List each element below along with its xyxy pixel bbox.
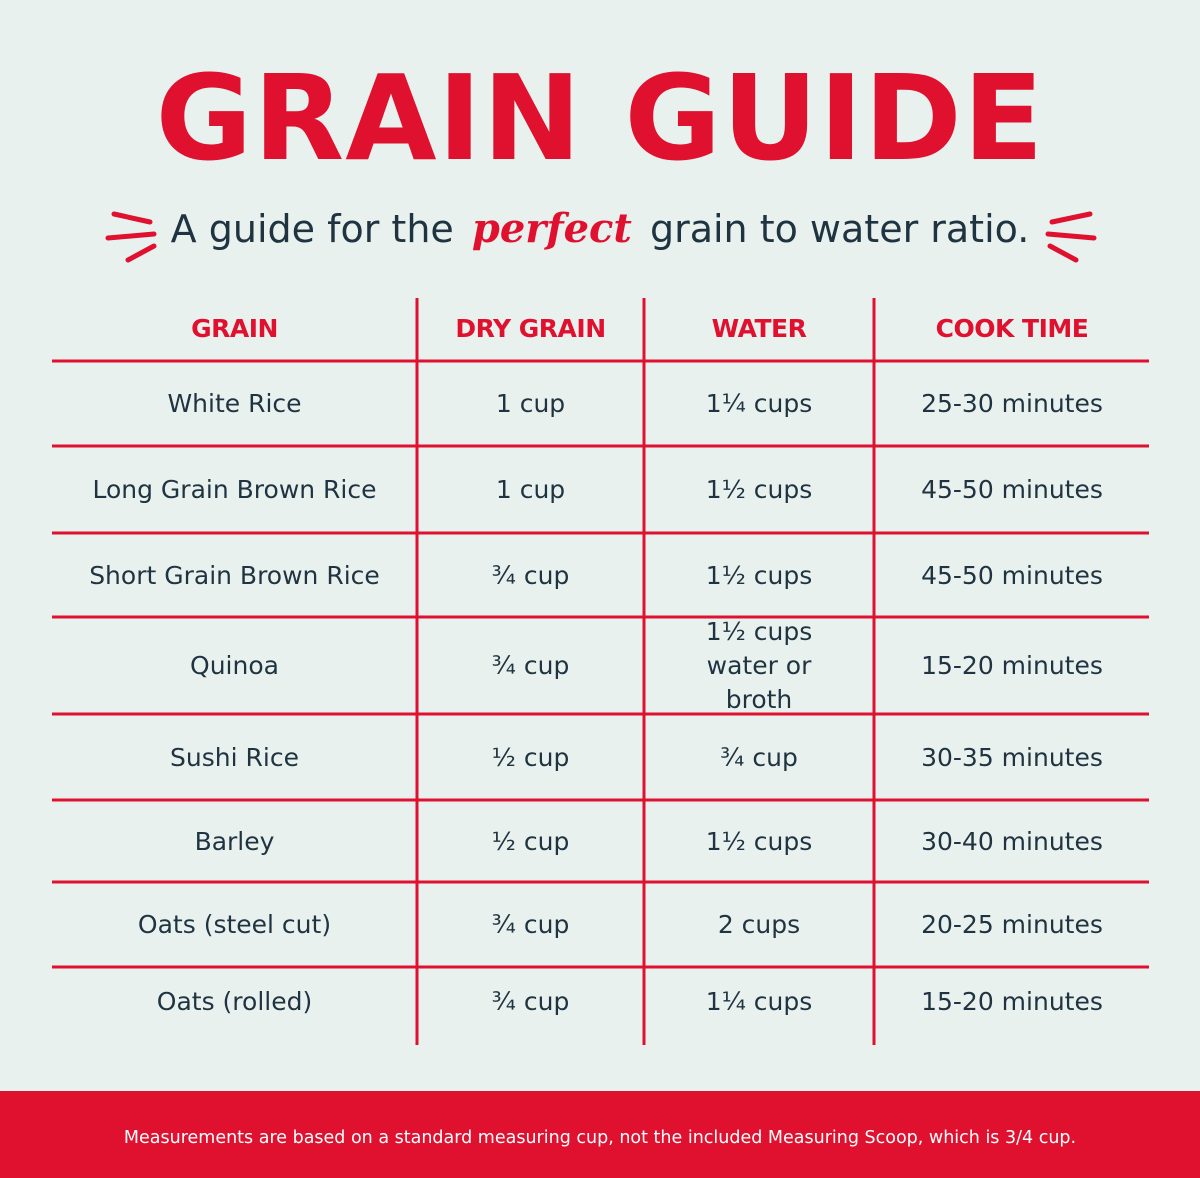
cell-water: 1½ cups: [705, 826, 813, 856]
cell-dry-grain: ¾ cup: [491, 910, 570, 939]
cell-water: 1¼ cups: [705, 389, 813, 418]
cell-grain: Quinoa: [190, 651, 279, 680]
cell-dry-grain: 1 cup: [495, 475, 566, 504]
cell-grain: Short Grain Brown Rice: [89, 561, 380, 590]
subtitle-after: grain to water ratio.: [649, 207, 1030, 251]
column-header-cook-time: COOK TIME: [935, 314, 1089, 343]
cell-cook-time: 30-40 minutes: [921, 826, 1103, 856]
cell-water: ¾ cup: [720, 743, 798, 772]
cell-cook-time: 15-20 minutes: [921, 987, 1103, 1016]
cell-dry-grain: ¾ cup: [491, 651, 570, 680]
column-header-grain: GRAIN: [191, 314, 278, 343]
cell-cook-time: 45-50 minutes: [921, 475, 1103, 504]
cell-water: 1½ cups: [705, 475, 813, 504]
footer-note: Measurements are based on a standard mea…: [123, 1127, 1077, 1148]
cell-grain: White Rice: [167, 389, 302, 418]
cell-grain: Long Grain Brown Rice: [92, 475, 377, 504]
left-burst-decoration: [105, 211, 157, 263]
cell-dry-grain: ¾ cup: [491, 561, 570, 590]
subtitle: A guide for the perfect grain to water r…: [0, 196, 1200, 266]
cell-grain: Sushi Rice: [170, 743, 299, 772]
cell-grain: Barley: [194, 826, 275, 856]
cell-water: 2 cups: [717, 910, 801, 939]
cell-cook-time: 25-30 minutes: [921, 389, 1103, 418]
cell-water: 1½ cups: [705, 561, 813, 590]
column-header-water: WATER: [711, 314, 807, 343]
cell-cook-time: 20-25 minutes: [921, 910, 1103, 939]
subtitle-before: A guide for the: [170, 207, 454, 251]
page-title: GRAIN GUIDE: [155, 49, 1045, 187]
cell-cook-time: 45-50 minutes: [921, 561, 1103, 590]
cell-water: 1¼ cups: [705, 987, 813, 1016]
cell-grain: Oats (rolled): [156, 987, 313, 1016]
cell-water: 1½ cups water or broth: [705, 617, 813, 714]
cell-dry-grain: ½ cup: [491, 743, 570, 772]
footer-banner: Measurements are based on a standard mea…: [0, 1091, 1200, 1178]
cell-cook-time: 15-20 minutes: [921, 651, 1103, 680]
cell-cook-time: 30-35 minutes: [921, 743, 1103, 772]
subtitle-emphasis: perfect: [471, 205, 632, 252]
cell-dry-grain: ½ cup: [491, 826, 570, 856]
cell-dry-grain: 1 cup: [495, 389, 566, 418]
column-header-dry-grain: DRY GRAIN: [455, 314, 606, 343]
cell-grain: Oats (steel cut): [137, 910, 332, 939]
right-burst-decoration: [1045, 211, 1097, 263]
cell-dry-grain: ¾ cup: [491, 987, 570, 1016]
